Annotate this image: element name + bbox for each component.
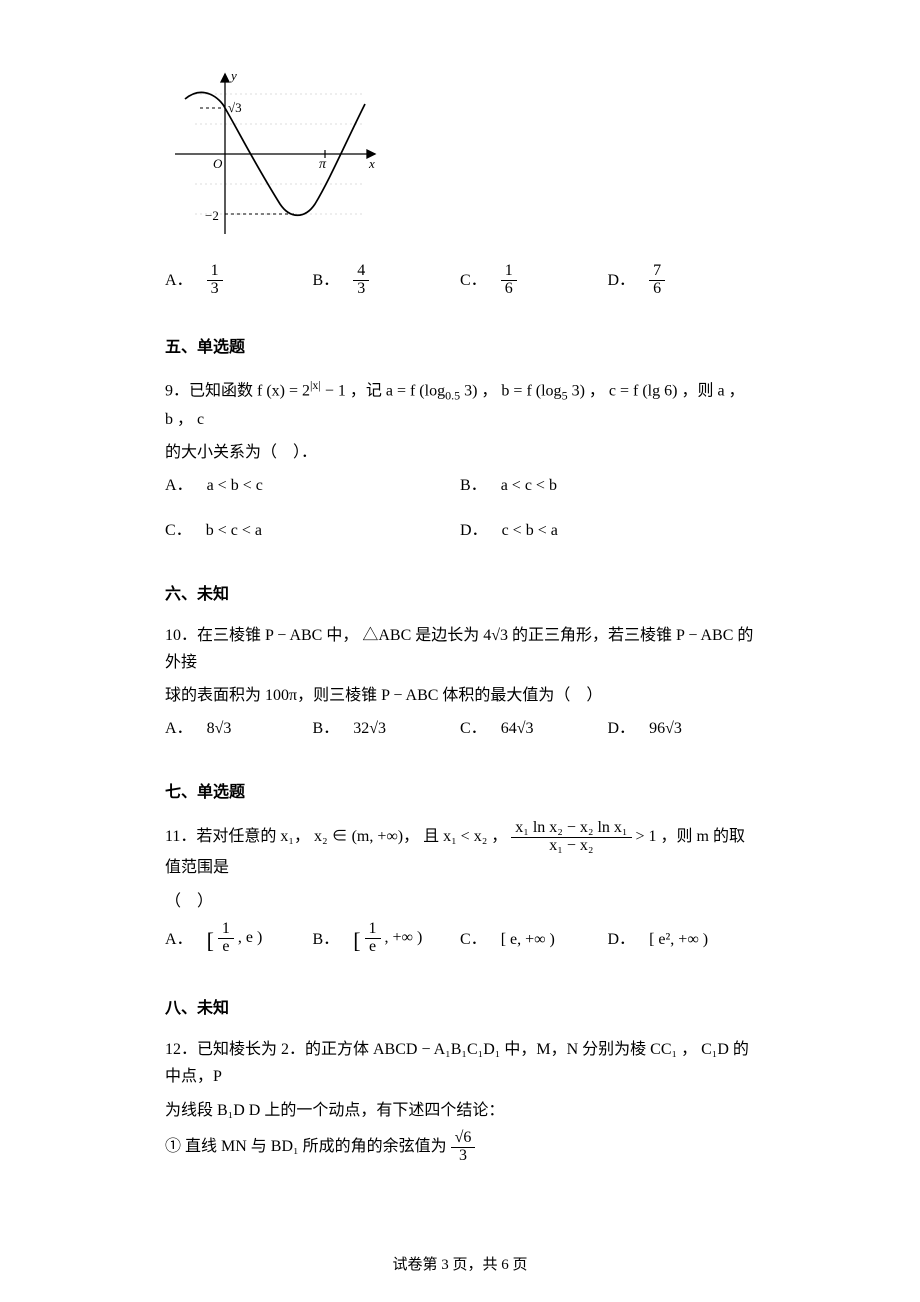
q12-line3-frac: √6 3 <box>451 1130 476 1165</box>
q9-text-2: − 1 ，记 a = f (log <box>321 382 445 399</box>
q10-option-b-text: 32√3 <box>353 715 386 742</box>
q12-line1: 12．已知棱长为 2．的正方体 ABCD − A₁B₁C₁D₁ 中，M，N 分别… <box>165 1036 755 1090</box>
q11-options: A． [ 1e , e ) B． [ 1e , +∞ ) C． [ e, +∞ … <box>165 921 755 959</box>
q10-line1-a: 10．在三棱锥 P − ABC 中， △ABC 是边长为 4 <box>165 627 491 644</box>
svg-text:y: y <box>229 68 237 83</box>
q11-line2: （ ） <box>165 888 755 915</box>
q10-options: A． 8√3 B． 32√3 C． 64√3 D． 96√3 <box>165 715 755 742</box>
q10-option-c-text: 64√3 <box>501 715 534 742</box>
q10-line1: 10．在三棱锥 P − ABC 中， △ABC 是边长为 4√3 的正三角形，若… <box>165 622 755 676</box>
q8-option-b-letter: B． <box>313 267 340 294</box>
q9-stem: 9．已知函数 f (x) = 2|x| − 1 ，记 a = f (log0.5… <box>165 375 755 433</box>
q10-line2: 球的表面积为 100π，则三棱锥 P − ABC 体积的最大值为（ ） <box>165 682 755 709</box>
section-7-title: 七、单选题 <box>165 779 755 806</box>
q11-option-b-value: [ 1e , +∞ ) <box>353 921 422 959</box>
section-5-title: 五、单选题 <box>165 334 755 361</box>
svg-text:π: π <box>319 157 327 172</box>
q11-option-b: B． [ 1e , +∞ ) <box>313 921 461 959</box>
q9-option-c-text: b < c < a <box>206 517 262 544</box>
q10-option-d: D． 96√3 <box>608 715 756 742</box>
q12-line3-num: √6 <box>451 1130 476 1147</box>
q11-option-c-text: [ e, +∞ ) <box>501 926 555 953</box>
q12-line3-pre: ① 直线 MN 与 BD₁ 所成的角的余弦值为 <box>165 1138 451 1155</box>
q12-line3-den: 3 <box>451 1147 476 1165</box>
q9-exp: |x| <box>310 378 321 392</box>
q12-line2: 为线段 B₁D D 上的一个动点，有下述四个结论： <box>165 1097 755 1124</box>
q8-option-c-value: 16 <box>501 263 517 298</box>
q11-frac-den: x₁ − x₂ <box>511 837 631 855</box>
q9-option-a-text: a < b < c <box>207 472 263 499</box>
section-8-title: 八、未知 <box>165 995 755 1022</box>
q10-option-b: B． 32√3 <box>313 715 461 742</box>
q8-option-c: C． 16 <box>460 263 608 298</box>
page-footer: 试卷第 3 页，共 6 页 <box>0 1253 920 1279</box>
q8-option-a: A． 13 <box>165 263 313 298</box>
q11-option-a-value: [ 1e , e ) <box>207 921 263 959</box>
q8-option-a-value: 13 <box>207 263 223 298</box>
svg-text:−2: −2 <box>205 208 219 223</box>
q10-option-d-text: 96√3 <box>649 715 682 742</box>
svg-text:O: O <box>213 156 223 171</box>
section-6-title: 六、未知 <box>165 581 755 608</box>
q11-option-a: A． [ 1e , e ) <box>165 921 313 959</box>
q9-stem-line2: 的大小关系为（ ）． <box>165 439 755 466</box>
q9-sub1: 0.5 <box>445 388 460 402</box>
q8-option-a-letter: A． <box>165 267 193 294</box>
svg-text:√3: √3 <box>228 100 242 115</box>
q10-line1-sqrt: √3 <box>491 627 508 644</box>
q10-option-a-text: 8√3 <box>207 715 232 742</box>
q8-option-b-value: 43 <box>353 263 369 298</box>
q11-line1: 11．若对任意的 x₁， x₂ ∈ (m, +∞)， 且 x₁ < x₂ ， x… <box>165 820 755 882</box>
q10-option-a: A． 8√3 <box>165 715 313 742</box>
q12-line3: ① 直线 MN 与 BD₁ 所成的角的余弦值为 √6 3 <box>165 1130 755 1165</box>
q8-option-d: D． 76 <box>608 263 756 298</box>
q8-option-d-value: 76 <box>649 263 665 298</box>
q8-function-graph: y x O π √3 −2 <box>165 64 755 253</box>
q9-text-3: 3) ， b = f (log <box>460 382 561 399</box>
q11-pre: 11．若对任意的 x₁， x₂ ∈ (m, +∞)， 且 x₁ < x₂ ， <box>165 828 511 845</box>
q11-option-d-text: [ e², +∞ ) <box>649 926 708 953</box>
q8-option-d-letter: D． <box>608 267 636 294</box>
q11-option-c: C． [ e, +∞ ) <box>460 921 608 959</box>
q9-option-c: C． b < c < a <box>165 517 460 544</box>
q9-option-a: A． a < b < c <box>165 472 460 499</box>
q9-option-b-text: a < c < b <box>501 472 557 499</box>
q11-fraction: x₁ ln x₂ − x₂ ln x₁ x₁ − x₂ <box>511 820 631 855</box>
q9-option-b: B． a < c < b <box>460 472 755 499</box>
q9-option-d: D． c < b < a <box>460 517 755 544</box>
q10-option-c: C． 64√3 <box>460 715 608 742</box>
q11-frac-num: x₁ ln x₂ − x₂ ln x₁ <box>511 820 631 837</box>
q8-option-c-letter: C． <box>460 267 487 294</box>
q11-option-d: D． [ e², +∞ ) <box>608 921 756 959</box>
q9-option-d-text: c < b < a <box>502 517 558 544</box>
q8-options: A． 13 B． 43 C． 16 D． 76 <box>165 263 755 298</box>
q9-options-row1: A． a < b < c B． a < c < b <box>165 472 755 499</box>
q8-option-b: B． 43 <box>313 263 461 298</box>
svg-text:x: x <box>368 156 375 171</box>
q9-text-1: 9．已知函数 f (x) = 2 <box>165 382 310 399</box>
q9-options-row2: C． b < c < a D． c < b < a <box>165 517 755 544</box>
